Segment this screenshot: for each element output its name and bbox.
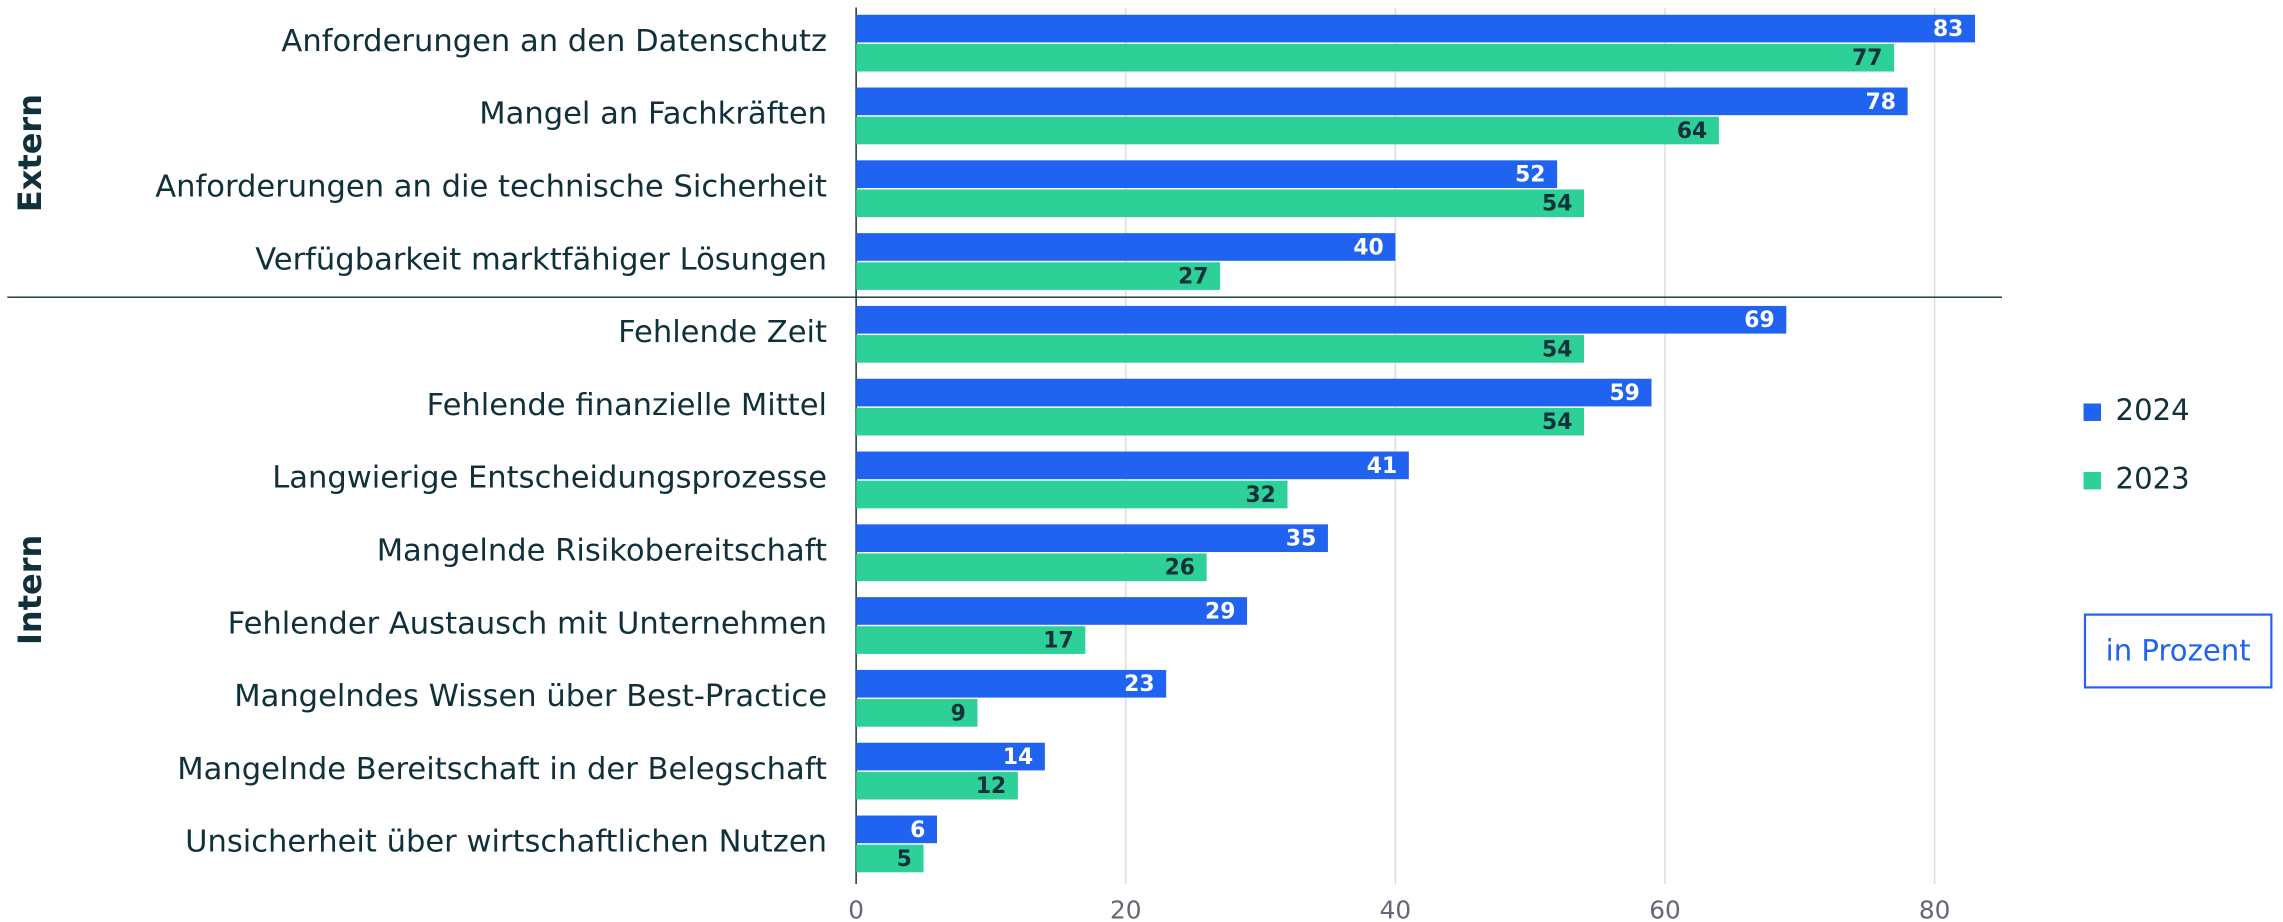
bar	[856, 626, 1086, 654]
value-label: 23	[1124, 672, 1154, 697]
bar	[856, 480, 1288, 509]
bar	[856, 378, 1652, 407]
value-label: 26	[1165, 556, 1195, 581]
value-label: 14	[1003, 745, 1033, 770]
bar	[856, 844, 924, 873]
value-label: 54	[1542, 410, 1572, 435]
legend-swatch	[2083, 471, 2102, 490]
bar	[856, 189, 1585, 218]
bar	[856, 524, 1328, 552]
value-label: 29	[1205, 599, 1235, 624]
category-label: Mangelnde Bereitschaft in der Belegschaf…	[177, 752, 827, 787]
bar	[856, 43, 1895, 72]
value-label: 54	[1542, 337, 1572, 362]
group-label: Intern	[11, 535, 49, 645]
category-label: Mangel an Fachkräften	[479, 97, 827, 132]
bar	[856, 742, 1045, 771]
bar	[856, 597, 1248, 625]
value-label: 41	[1367, 454, 1397, 479]
legend-label: 2023	[2116, 462, 2190, 496]
group-label: Extern	[11, 94, 49, 212]
bar	[856, 305, 1787, 334]
category-label: Verfügbarkeit marktfähiger Lösungen	[255, 242, 827, 277]
category-label: Langwierige Entscheidungsprozesse	[272, 461, 827, 496]
bar	[856, 335, 1585, 363]
value-label: 32	[1245, 483, 1275, 508]
value-label: 6	[910, 818, 925, 843]
category-label: Fehlende finanzielle Mittel	[427, 388, 827, 423]
legend-swatch	[2083, 403, 2102, 421]
bar	[856, 87, 1908, 116]
value-label: 69	[1744, 308, 1774, 333]
x-tick-label: 60	[1649, 896, 1681, 922]
category-label: Anforderungen an die technische Sicherhe…	[155, 170, 827, 205]
annotation-box	[2083, 613, 2273, 689]
bar	[856, 699, 978, 727]
category-label: Fehlender Austausch mit Unternehmen	[228, 606, 827, 641]
bar	[856, 451, 1409, 480]
value-label: 83	[1933, 17, 1963, 42]
bar	[856, 160, 1558, 189]
bar	[856, 233, 1396, 261]
value-label: 64	[1677, 119, 1707, 144]
x-tick-label: 20	[1110, 896, 1142, 922]
category-label: Mangelnde Risikobereitschaft	[377, 533, 827, 568]
x-tick-label: 40	[1380, 896, 1412, 922]
category-label: Mangelndes Wissen über Best-Practice	[234, 679, 827, 714]
value-label: 52	[1515, 163, 1545, 188]
category-label: Anforderungen an den Datenschutz	[281, 24, 827, 59]
value-label: 77	[1852, 46, 1882, 71]
value-label: 59	[1609, 381, 1639, 406]
category-label: Fehlende Zeit	[618, 315, 827, 350]
bar	[856, 407, 1585, 436]
annotation: in Prozent	[2106, 633, 2251, 667]
value-label: 5	[897, 847, 912, 872]
value-label: 54	[1542, 192, 1572, 217]
bar	[856, 669, 1167, 698]
legend-label: 2024	[2116, 393, 2190, 427]
bar	[856, 262, 1221, 290]
bar	[856, 14, 1976, 43]
value-label: 9	[951, 701, 966, 726]
bar	[856, 116, 1719, 145]
value-label: 78	[1866, 90, 1896, 115]
value-label: 35	[1286, 527, 1316, 552]
value-label: 17	[1043, 629, 1073, 654]
x-tick-label: 0	[848, 896, 864, 922]
value-label: 12	[976, 774, 1006, 799]
value-label: 40	[1353, 235, 1383, 260]
bar	[856, 553, 1207, 582]
bar	[856, 771, 1018, 800]
category-label: Unsicherheit über wirtschaftlichen Nutze…	[185, 825, 827, 860]
value-label: 27	[1178, 265, 1208, 290]
x-tick-label: 80	[1919, 896, 1951, 922]
bar	[856, 815, 938, 844]
